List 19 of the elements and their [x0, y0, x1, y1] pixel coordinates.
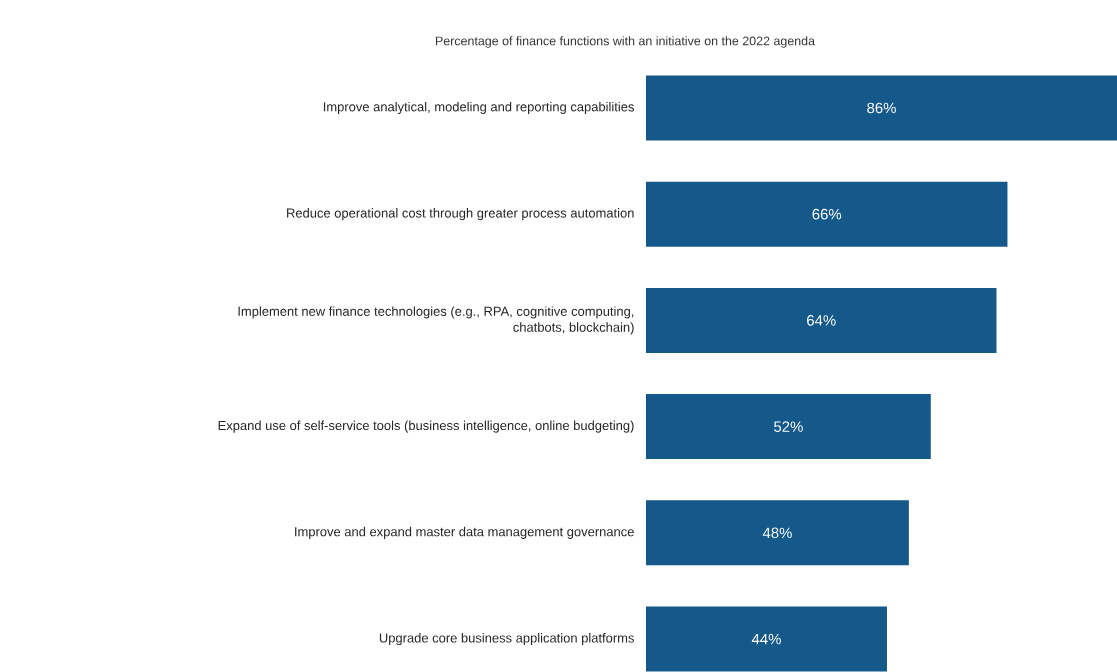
bar	[646, 181, 1008, 247]
data-label: 48%	[762, 527, 792, 539]
y-tick-label: Reduce operational cost through greater process automation	[287, 208, 634, 221]
data-label: 44%	[751, 633, 781, 645]
bar	[646, 75, 1117, 141]
chart-title: Percentage of finance functions with an initiative on the 2022 agenda	[435, 36, 815, 48]
y-tick-label: Implement new finance technologies (e.g., RPA, cognitive computing, chatbots, blockchain)	[238, 306, 634, 335]
data-label: 64%	[807, 315, 836, 326]
bar	[646, 287, 997, 353]
y-tick-label: Improve analytical, modeling and reporting capabilities	[323, 101, 634, 114]
y-tick-label: Improve and expand master data management governance	[295, 526, 634, 539]
y-tick-label: Expand use of self-service tools (business intelligence, online budgeting)	[218, 420, 634, 433]
bar	[646, 606, 887, 672]
data-label: 66%	[812, 208, 842, 220]
data-label: 86%	[867, 102, 896, 114]
data-label: 52%	[774, 421, 803, 432]
bar	[646, 500, 909, 566]
bar	[646, 394, 931, 460]
y-tick-label: Upgrade core business application platforms	[379, 633, 634, 646]
